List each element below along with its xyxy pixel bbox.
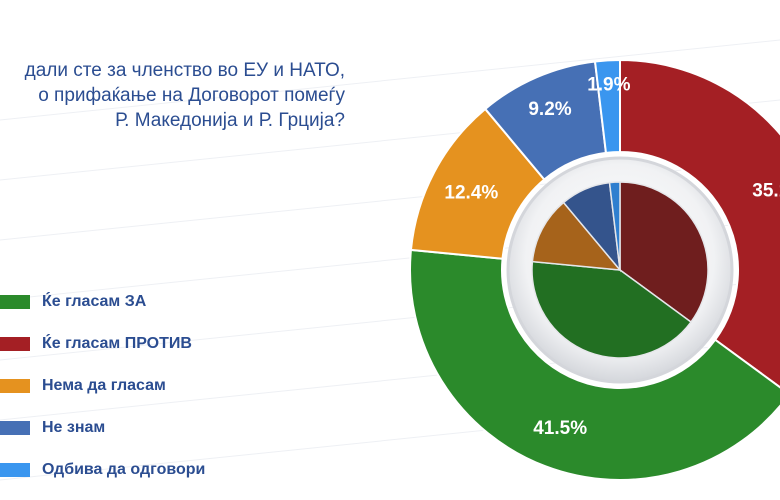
title-line-2: о прифаќање на Договорот помеѓу (38, 85, 345, 106)
legend-item-nema: Нема да гласам (0, 365, 300, 407)
data-label-nema: 12.4% (444, 183, 498, 204)
legend-item-protiv: Ќе гласам ПРОТИВ (0, 323, 300, 365)
data-label-za: 41.5% (533, 418, 587, 439)
chart-title: дали сте за членство во ЕУ и НАТО, о при… (0, 58, 345, 133)
legend-swatch-za (0, 295, 30, 309)
legend-swatch-protiv (0, 337, 30, 351)
donut-slice-odbiva (593, 58, 621, 154)
legend-item-ne-znam: Не знам (0, 407, 300, 449)
data-label-odbiva: 1.9% (587, 74, 630, 95)
legend-label-protiv: Ќе гласам ПРОТИВ (42, 335, 192, 352)
chart-legend: Ќе гласам ЗА Ќе гласам ПРОТИВ Нема да гл… (0, 281, 300, 491)
legend-item-za: Ќе гласам ЗА (0, 281, 300, 323)
legend-swatch-ne-znam (0, 421, 30, 435)
donut-slice-protiv (619, 58, 780, 389)
inner-slice-odbiva (608, 181, 621, 271)
title-line-3: Р. Македонија и Р. Грција? (115, 110, 345, 131)
inner-slice-za (531, 260, 693, 359)
legend-item-odbiva: Одбива да одговори (0, 449, 300, 491)
legend-label-nema: Нема да гласам (42, 377, 166, 394)
donut-slice-za (409, 248, 780, 481)
inner-slice-protiv (619, 181, 709, 324)
legend-swatch-nema (0, 379, 30, 393)
data-label-ne-znam: 9.2% (528, 99, 571, 120)
legend-swatch-odbiva (0, 463, 30, 477)
inner-slice-nema (531, 201, 622, 271)
legend-label-odbiva: Одбива да одговори (42, 461, 206, 478)
title-line-1: дали сте за членство во ЕУ и НАТО, (24, 60, 345, 81)
data-label-protiv: 35.1% (752, 180, 780, 201)
legend-label-ne-znam: Не знам (42, 419, 106, 436)
legend-label-za: Ќе гласам ЗА (42, 293, 147, 310)
